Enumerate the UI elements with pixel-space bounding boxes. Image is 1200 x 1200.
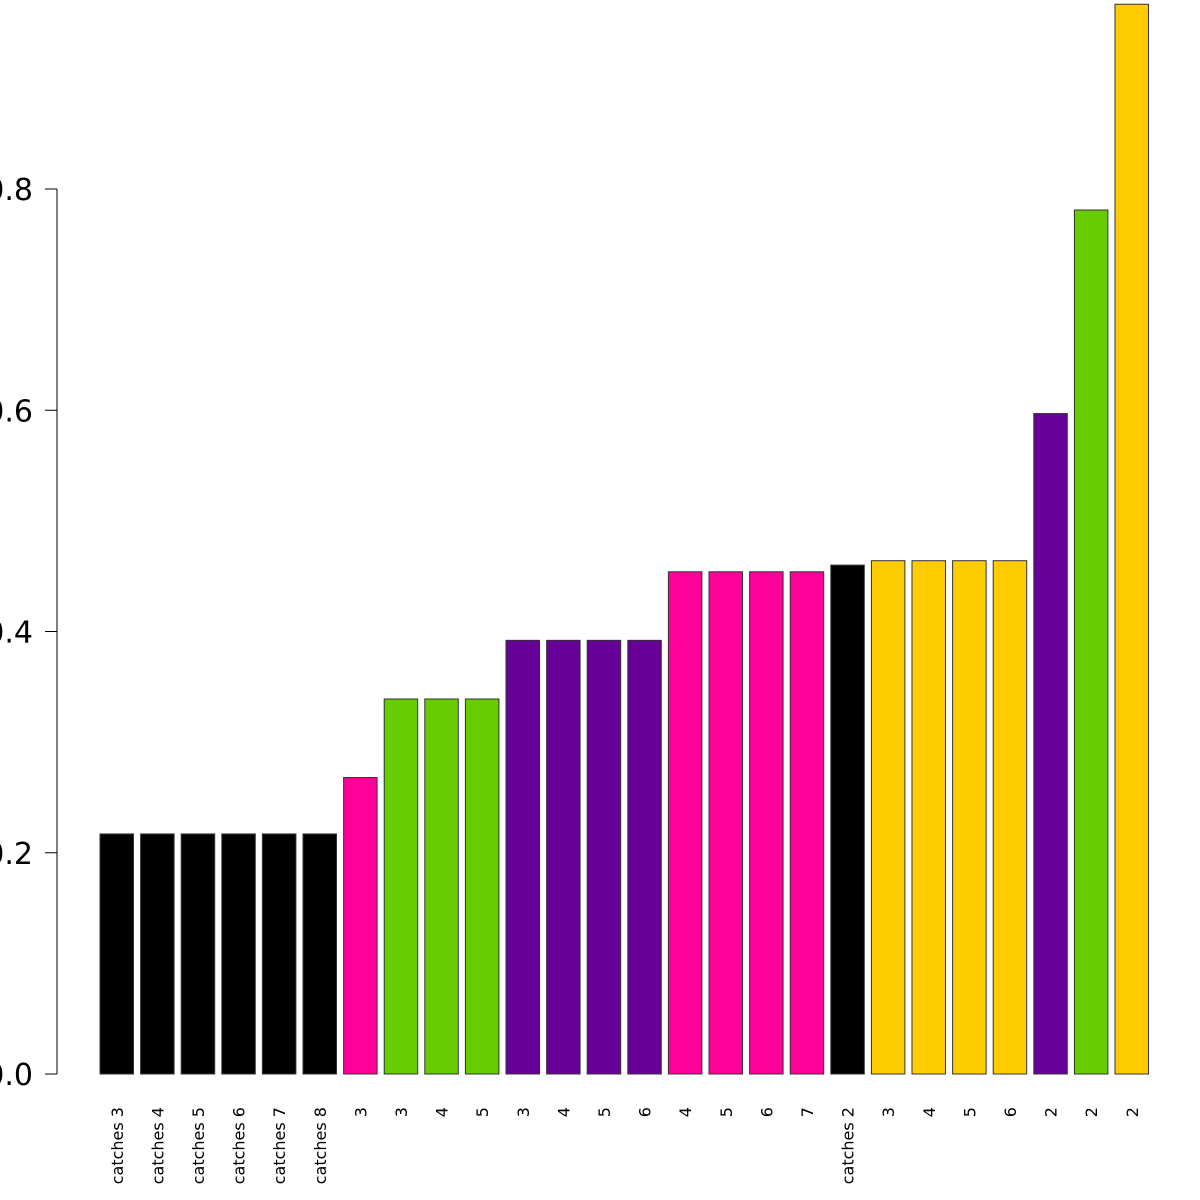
- x-tick-label: 6: [636, 1107, 655, 1117]
- y-tick-label: 0.0: [0, 1058, 33, 1093]
- x-tick-label: 5: [717, 1107, 736, 1117]
- bar: [383, 698, 419, 1075]
- bar: [667, 571, 703, 1075]
- bar: [749, 571, 784, 1075]
- bar: [586, 639, 622, 1075]
- x-tick-label: catches 3: [108, 1107, 127, 1184]
- x-tick-label: 6: [1001, 1107, 1020, 1117]
- y-axis: 0.0 0.2 0.4 0.6 0.8: [0, 173, 58, 1093]
- bar: [911, 560, 946, 1075]
- bar: [424, 698, 459, 1075]
- bar: [343, 777, 378, 1075]
- x-tick-label: 3: [879, 1107, 898, 1117]
- bar: [505, 639, 540, 1075]
- x-tick-label: 6: [757, 1107, 776, 1117]
- x-tick-label: 4: [554, 1107, 573, 1117]
- x-tick-label: 7: [798, 1107, 817, 1117]
- bar: [546, 639, 581, 1075]
- bar: [870, 560, 906, 1075]
- bar: [952, 560, 987, 1075]
- x-tick-label: 2: [1042, 1107, 1061, 1117]
- x-tick-label: 4: [920, 1107, 939, 1117]
- bar: [992, 560, 1028, 1075]
- bar: [708, 571, 743, 1075]
- x-tick-label: catches 8: [311, 1107, 330, 1184]
- bar: [1114, 3, 1149, 1075]
- bar: [1073, 209, 1109, 1075]
- bar: [99, 833, 134, 1075]
- bar: [261, 833, 297, 1075]
- bars: [99, 3, 1149, 1075]
- x-tick-label: 3: [351, 1107, 370, 1117]
- x-tick-label: 5: [473, 1107, 492, 1117]
- bar: [627, 639, 662, 1075]
- x-tick-label: 3: [514, 1107, 533, 1117]
- x-tick-labels: catches 3 catches 4 catches 5 catches 6 catc…: [108, 1107, 1142, 1184]
- x-tick-label: catches 5: [189, 1107, 208, 1184]
- x-tick-label: catches 7: [270, 1107, 289, 1184]
- x-tick-label: 5: [960, 1107, 979, 1117]
- bar: [1033, 413, 1068, 1075]
- x-tick-label: 2: [1082, 1107, 1101, 1117]
- x-tick-label: 3: [392, 1107, 411, 1117]
- x-tick-label: 4: [433, 1107, 452, 1117]
- bar: [830, 564, 865, 1075]
- y-tick-label: 0.8: [0, 173, 33, 208]
- bar: [180, 833, 216, 1075]
- bar: [789, 571, 825, 1075]
- x-tick-label: 4: [676, 1107, 695, 1117]
- bar: [221, 833, 256, 1075]
- x-tick-label: catches 4: [148, 1107, 167, 1184]
- x-tick-label: 2: [1123, 1107, 1142, 1117]
- bar: [464, 698, 500, 1075]
- y-tick-label: 0.4: [0, 616, 33, 651]
- x-tick-label: catches 6: [230, 1107, 249, 1184]
- y-tick-label: 0.6: [0, 394, 33, 429]
- y-tick-label: 0.2: [0, 837, 33, 872]
- x-tick-label: 5: [595, 1107, 614, 1117]
- x-tick-label: catches 2: [839, 1107, 858, 1184]
- bar: [140, 833, 175, 1075]
- bar: [302, 833, 337, 1075]
